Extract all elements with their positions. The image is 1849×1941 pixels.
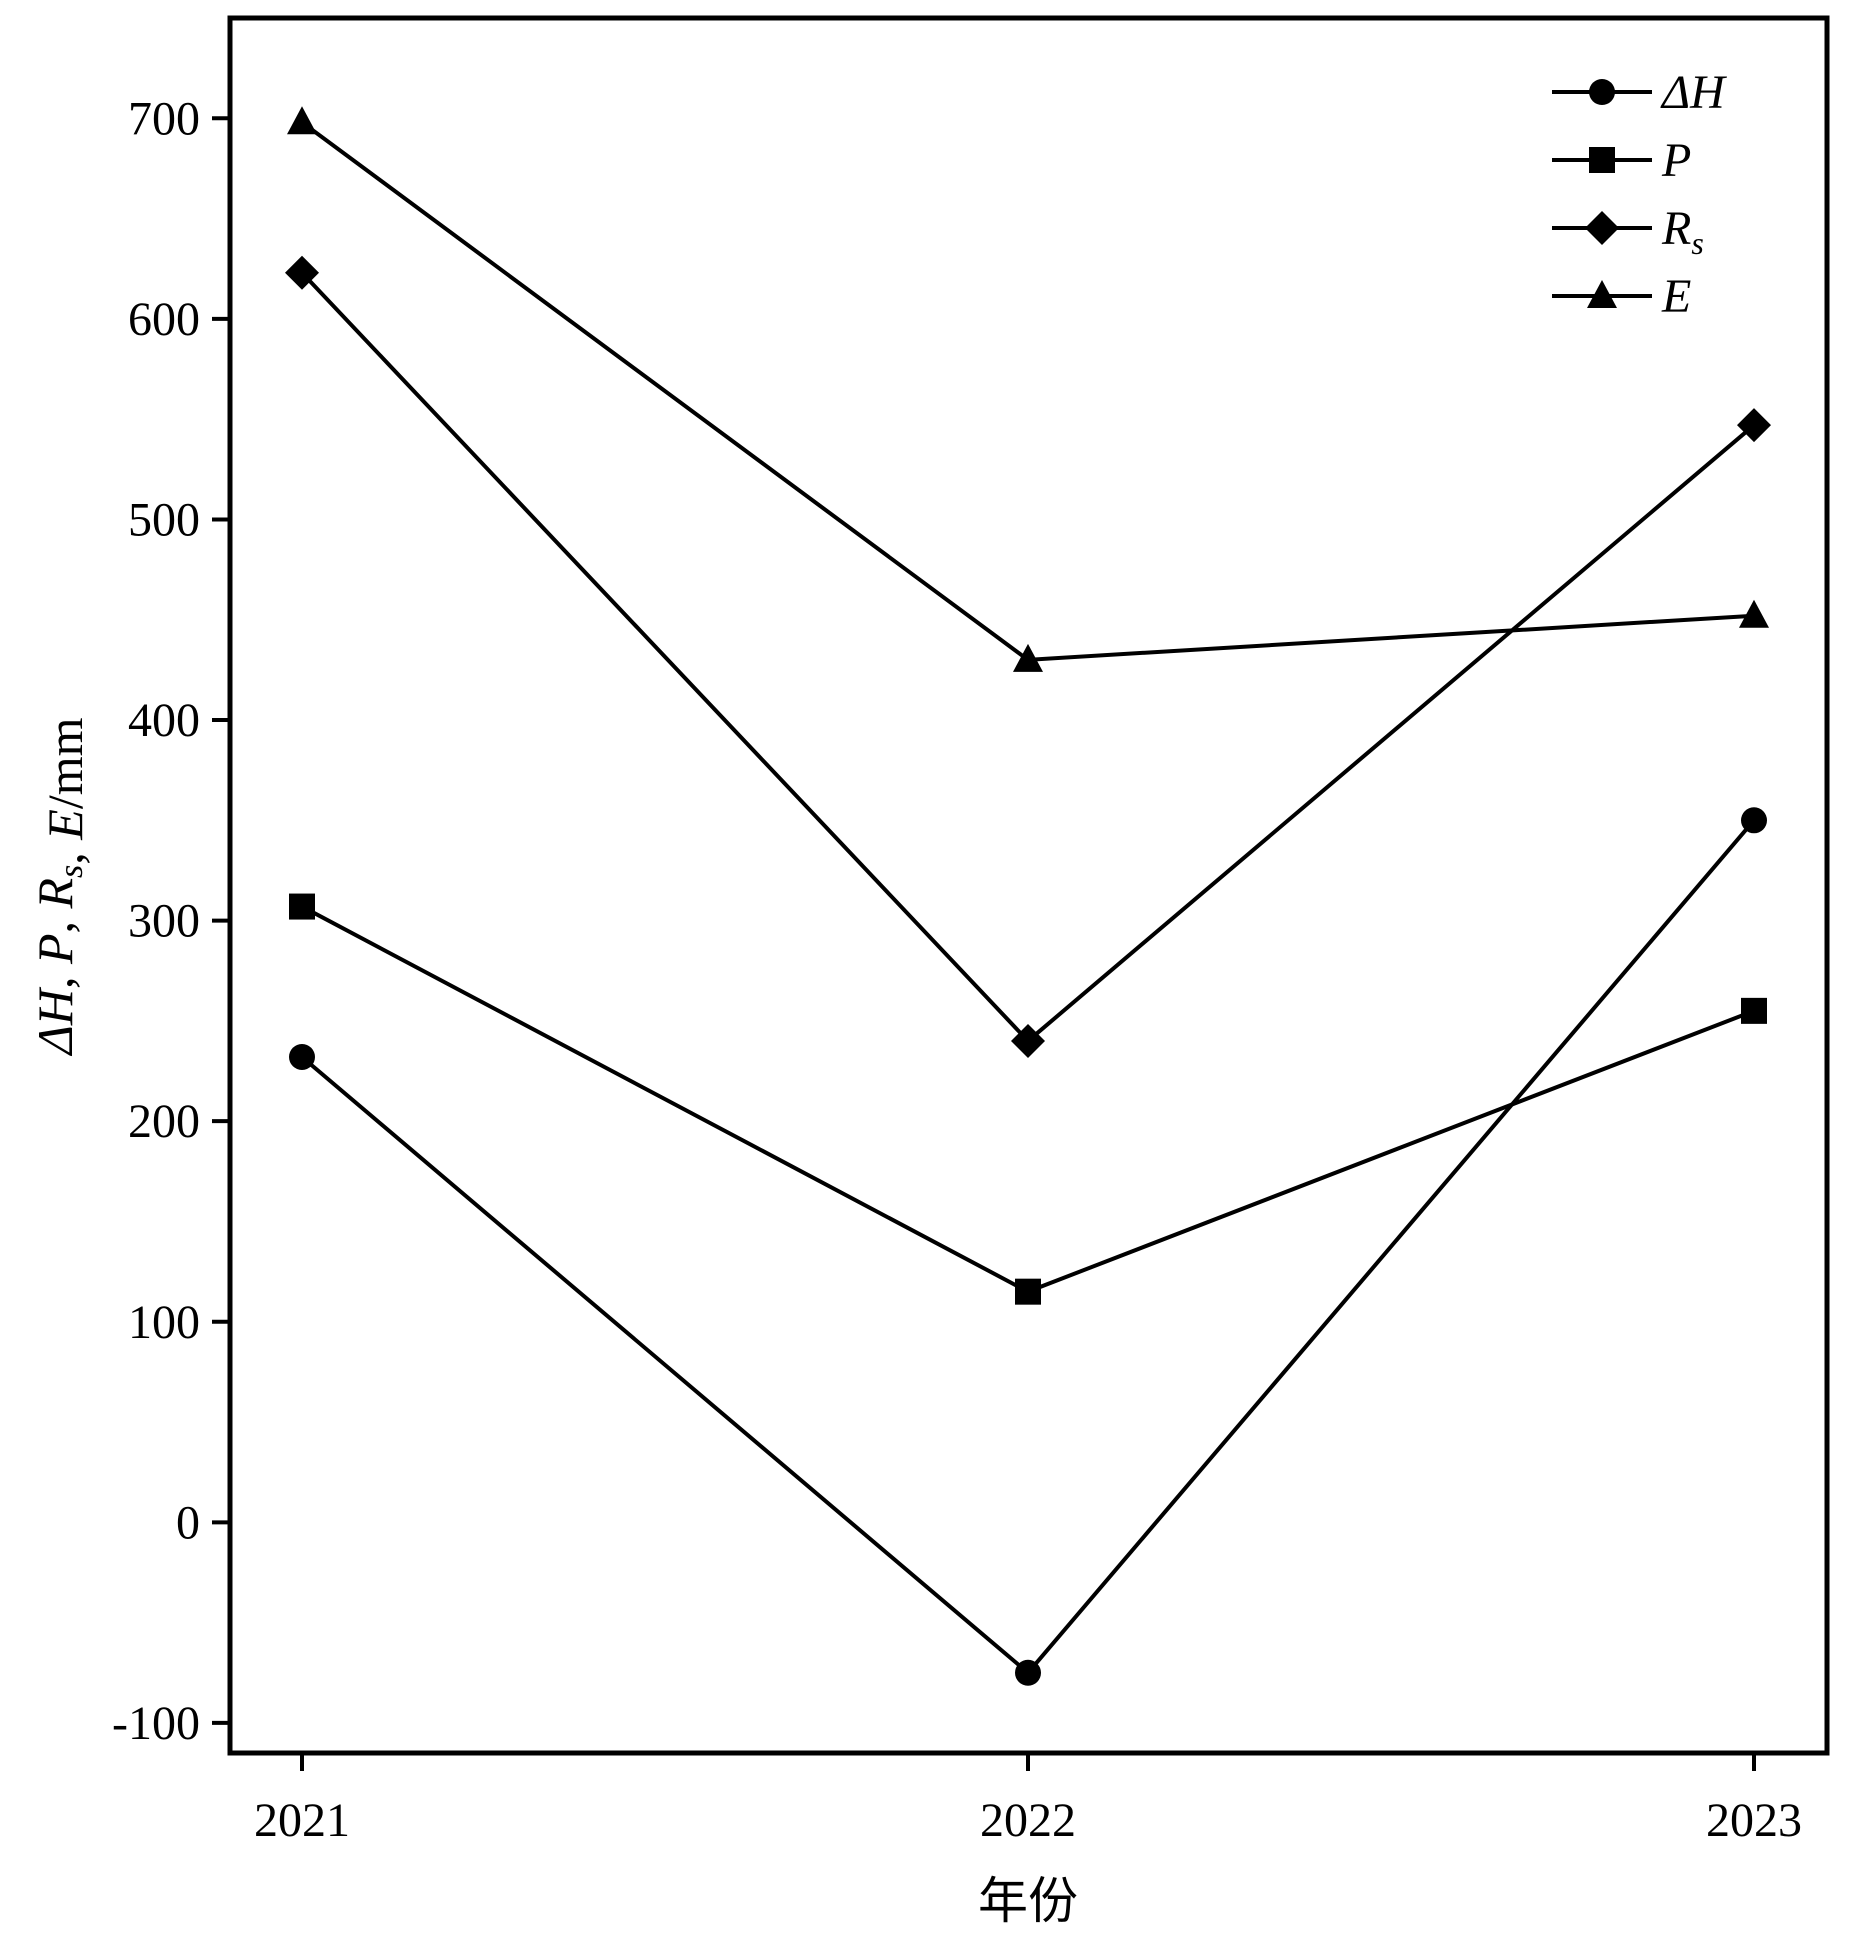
- data-point: [289, 1043, 315, 1070]
- legend: ΔH P Rs E: [1552, 66, 1727, 323]
- y-tick-label: -100: [112, 1697, 200, 1750]
- series-layer: [285, 106, 1771, 1686]
- y-tick-label: 600: [128, 293, 200, 346]
- y-tick-label: 700: [128, 92, 200, 145]
- x-tick-label: 2021: [254, 1794, 350, 1847]
- y-tick-label: 500: [128, 493, 200, 546]
- x-tick-label: 2023: [1706, 1794, 1802, 1847]
- data-point: [1739, 599, 1769, 628]
- data-point: [1015, 1278, 1041, 1305]
- legend-entry: ΔH: [1552, 66, 1727, 119]
- series-3: [287, 106, 1769, 672]
- series-1: [289, 893, 1767, 1305]
- legend-marker: [1587, 280, 1617, 308]
- x-axis-title: 年份: [978, 1873, 1078, 1929]
- data-point: [1015, 1659, 1041, 1686]
- legend-marker: [1589, 79, 1615, 105]
- series-line: [300, 120, 1755, 662]
- legend-marker: [1589, 147, 1615, 173]
- legend-label: ΔH: [1660, 66, 1727, 119]
- y-axis: -100 0 100 200 300 400 500 600 700: [112, 92, 230, 1750]
- y-tick-label: 200: [128, 1095, 200, 1148]
- y-tick-label: 0: [176, 1496, 200, 1549]
- y-axis-title: ΔH, P, Rs, E/mm: [27, 717, 93, 1056]
- series-line: [301, 904, 1755, 1294]
- series-0: [289, 807, 1767, 1686]
- x-tick-label: 2022: [980, 1794, 1076, 1847]
- data-point: [287, 106, 317, 135]
- data-point: [1013, 643, 1043, 672]
- series-line: [300, 819, 1756, 1676]
- y-tick-label: 400: [128, 694, 200, 747]
- legend-entry: Rs: [1552, 202, 1704, 261]
- data-point: [1737, 408, 1771, 443]
- legend-entry: E: [1552, 270, 1691, 323]
- data-point: [1741, 807, 1767, 834]
- legend-label: P: [1661, 134, 1691, 187]
- y-tick-label: 300: [128, 895, 200, 948]
- data-point: [1741, 997, 1767, 1024]
- data-point: [289, 893, 315, 920]
- legend-label: E: [1661, 270, 1691, 323]
- x-axis: 2021 2022 2023: [254, 1753, 1802, 1847]
- y-tick-label: 100: [128, 1296, 200, 1349]
- legend-entry: P: [1552, 134, 1691, 187]
- data-point: [285, 255, 319, 290]
- legend-marker: [1585, 211, 1619, 245]
- plot-frame: [227, 15, 1830, 1756]
- data-point: [1011, 1023, 1045, 1058]
- legend-label: Rs: [1661, 202, 1704, 261]
